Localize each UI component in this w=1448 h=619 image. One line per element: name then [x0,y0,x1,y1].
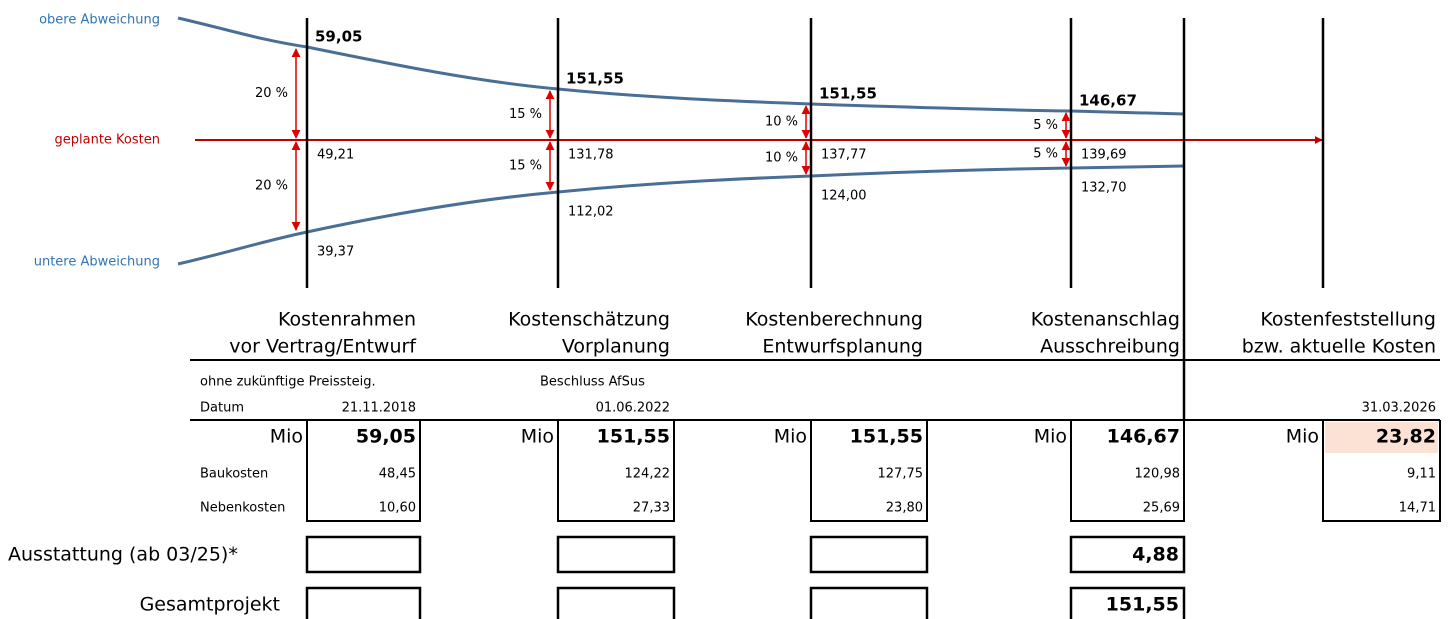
gesamt-label: Gesamtprojekt [140,594,280,616]
nebenkosten: 14,71 [1399,501,1436,516]
total: 151,55 [597,426,670,448]
lower-value: 124,00 [821,189,867,204]
phase-title: Kostenanschlag [1031,309,1180,331]
phase-subtitle: bzw. aktuelle Kosten [1242,336,1436,358]
ausstattung-label: Ausstattung (ab 03/25)* [8,544,238,566]
unit: Mio [774,426,807,448]
highlight [1325,422,1438,453]
upper-value: 59,05 [315,28,362,46]
total: 59,05 [356,426,416,448]
gesamt-box [556,586,676,619]
phase-subtitle: Entwurfsplanung [762,336,923,358]
lower-pct: 20 % [255,179,288,194]
total: 151,55 [850,426,923,448]
total: 146,67 [1107,426,1180,448]
unit: Mio [1034,426,1067,448]
date: 21.11.2018 [342,401,416,416]
gesamt-box [809,586,929,619]
nebenkosten: 25,69 [1143,501,1180,516]
upper-pct: 10 % [765,115,798,130]
lower-value: 112,02 [568,205,614,220]
baukosten: 124,22 [625,467,671,482]
unit: Mio [521,426,554,448]
phase-title: Kostenberechnung [745,309,923,331]
phase-title: Kostenfeststellung [1260,309,1436,331]
value-box [1322,420,1441,522]
upper-pct: 15 % [509,107,542,122]
upper-label: obere Abweichung [39,13,160,28]
planned-label: geplante Kosten [55,133,161,148]
upper-curve [177,16,1185,116]
note: ohne zukünftige Preissteig. [200,375,376,390]
lower-pct: 5 % [1033,147,1058,162]
lower-value: 39,37 [317,245,354,260]
value-box [557,420,675,522]
phase-subtitle: Ausschreibung [1040,336,1180,358]
nebenkosten: 27,33 [633,501,670,516]
date-label: Datum [200,401,244,416]
planned-value: 137,77 [821,148,867,163]
ausstattung-box [809,535,929,574]
unit: Mio [1286,426,1319,448]
upper-value: 151,55 [566,70,624,88]
grid-lines [190,359,1440,421]
baukosten: 9,11 [1407,467,1436,482]
gesamt: 151,55 [1106,594,1179,616]
lower-pct: 15 % [509,159,542,174]
planned-value: 131,78 [568,148,614,163]
ausstattung-box [305,535,422,574]
planned-value: 139,69 [1081,148,1127,163]
baukosten: 127,75 [878,467,924,482]
nebenkosten-label: Nebenkosten [200,501,285,516]
ausstattung-box [1069,535,1186,574]
planned-value: 49,21 [317,148,354,163]
phase-lines [305,18,1325,420]
upper-pct: 20 % [255,86,288,101]
baukosten: 48,45 [379,467,416,482]
gesamt-box [1069,586,1186,619]
upper-pct: 5 % [1033,118,1058,133]
phase-title: Kostenschätzung [508,309,670,331]
unit: Mio [270,426,303,448]
nebenkosten: 10,60 [379,501,416,516]
ausstattung-box [556,535,676,574]
baukosten: 120,98 [1135,467,1181,482]
nebenkosten: 23,80 [886,501,923,516]
baukosten-label: Baukosten [200,467,268,482]
phase-subtitle: Vorplanung [562,336,670,358]
date: 31.03.2026 [1362,401,1436,416]
value-box [1070,420,1185,522]
phase-subtitle: vor Vertrag/Entwurf [229,336,417,358]
phase-title: Kostenrahmen [278,309,416,331]
lower-label: untere Abweichung [34,255,160,270]
value-box [810,420,928,522]
lower-curve [177,164,1185,266]
note: Beschluss AfSus [540,375,645,390]
lower-value: 132,70 [1081,181,1127,196]
gesamt-box [305,586,422,619]
date: 01.06.2022 [596,401,670,416]
lower-pct: 10 % [765,151,798,166]
upper-value: 151,55 [819,85,877,103]
ausstattung: 4,88 [1132,544,1179,566]
total: 23,82 [1376,426,1436,448]
value-box [306,420,421,522]
upper-value: 146,67 [1079,92,1137,110]
